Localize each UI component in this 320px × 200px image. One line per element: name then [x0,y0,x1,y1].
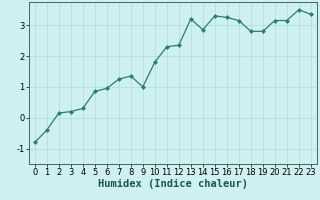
X-axis label: Humidex (Indice chaleur): Humidex (Indice chaleur) [98,179,248,189]
